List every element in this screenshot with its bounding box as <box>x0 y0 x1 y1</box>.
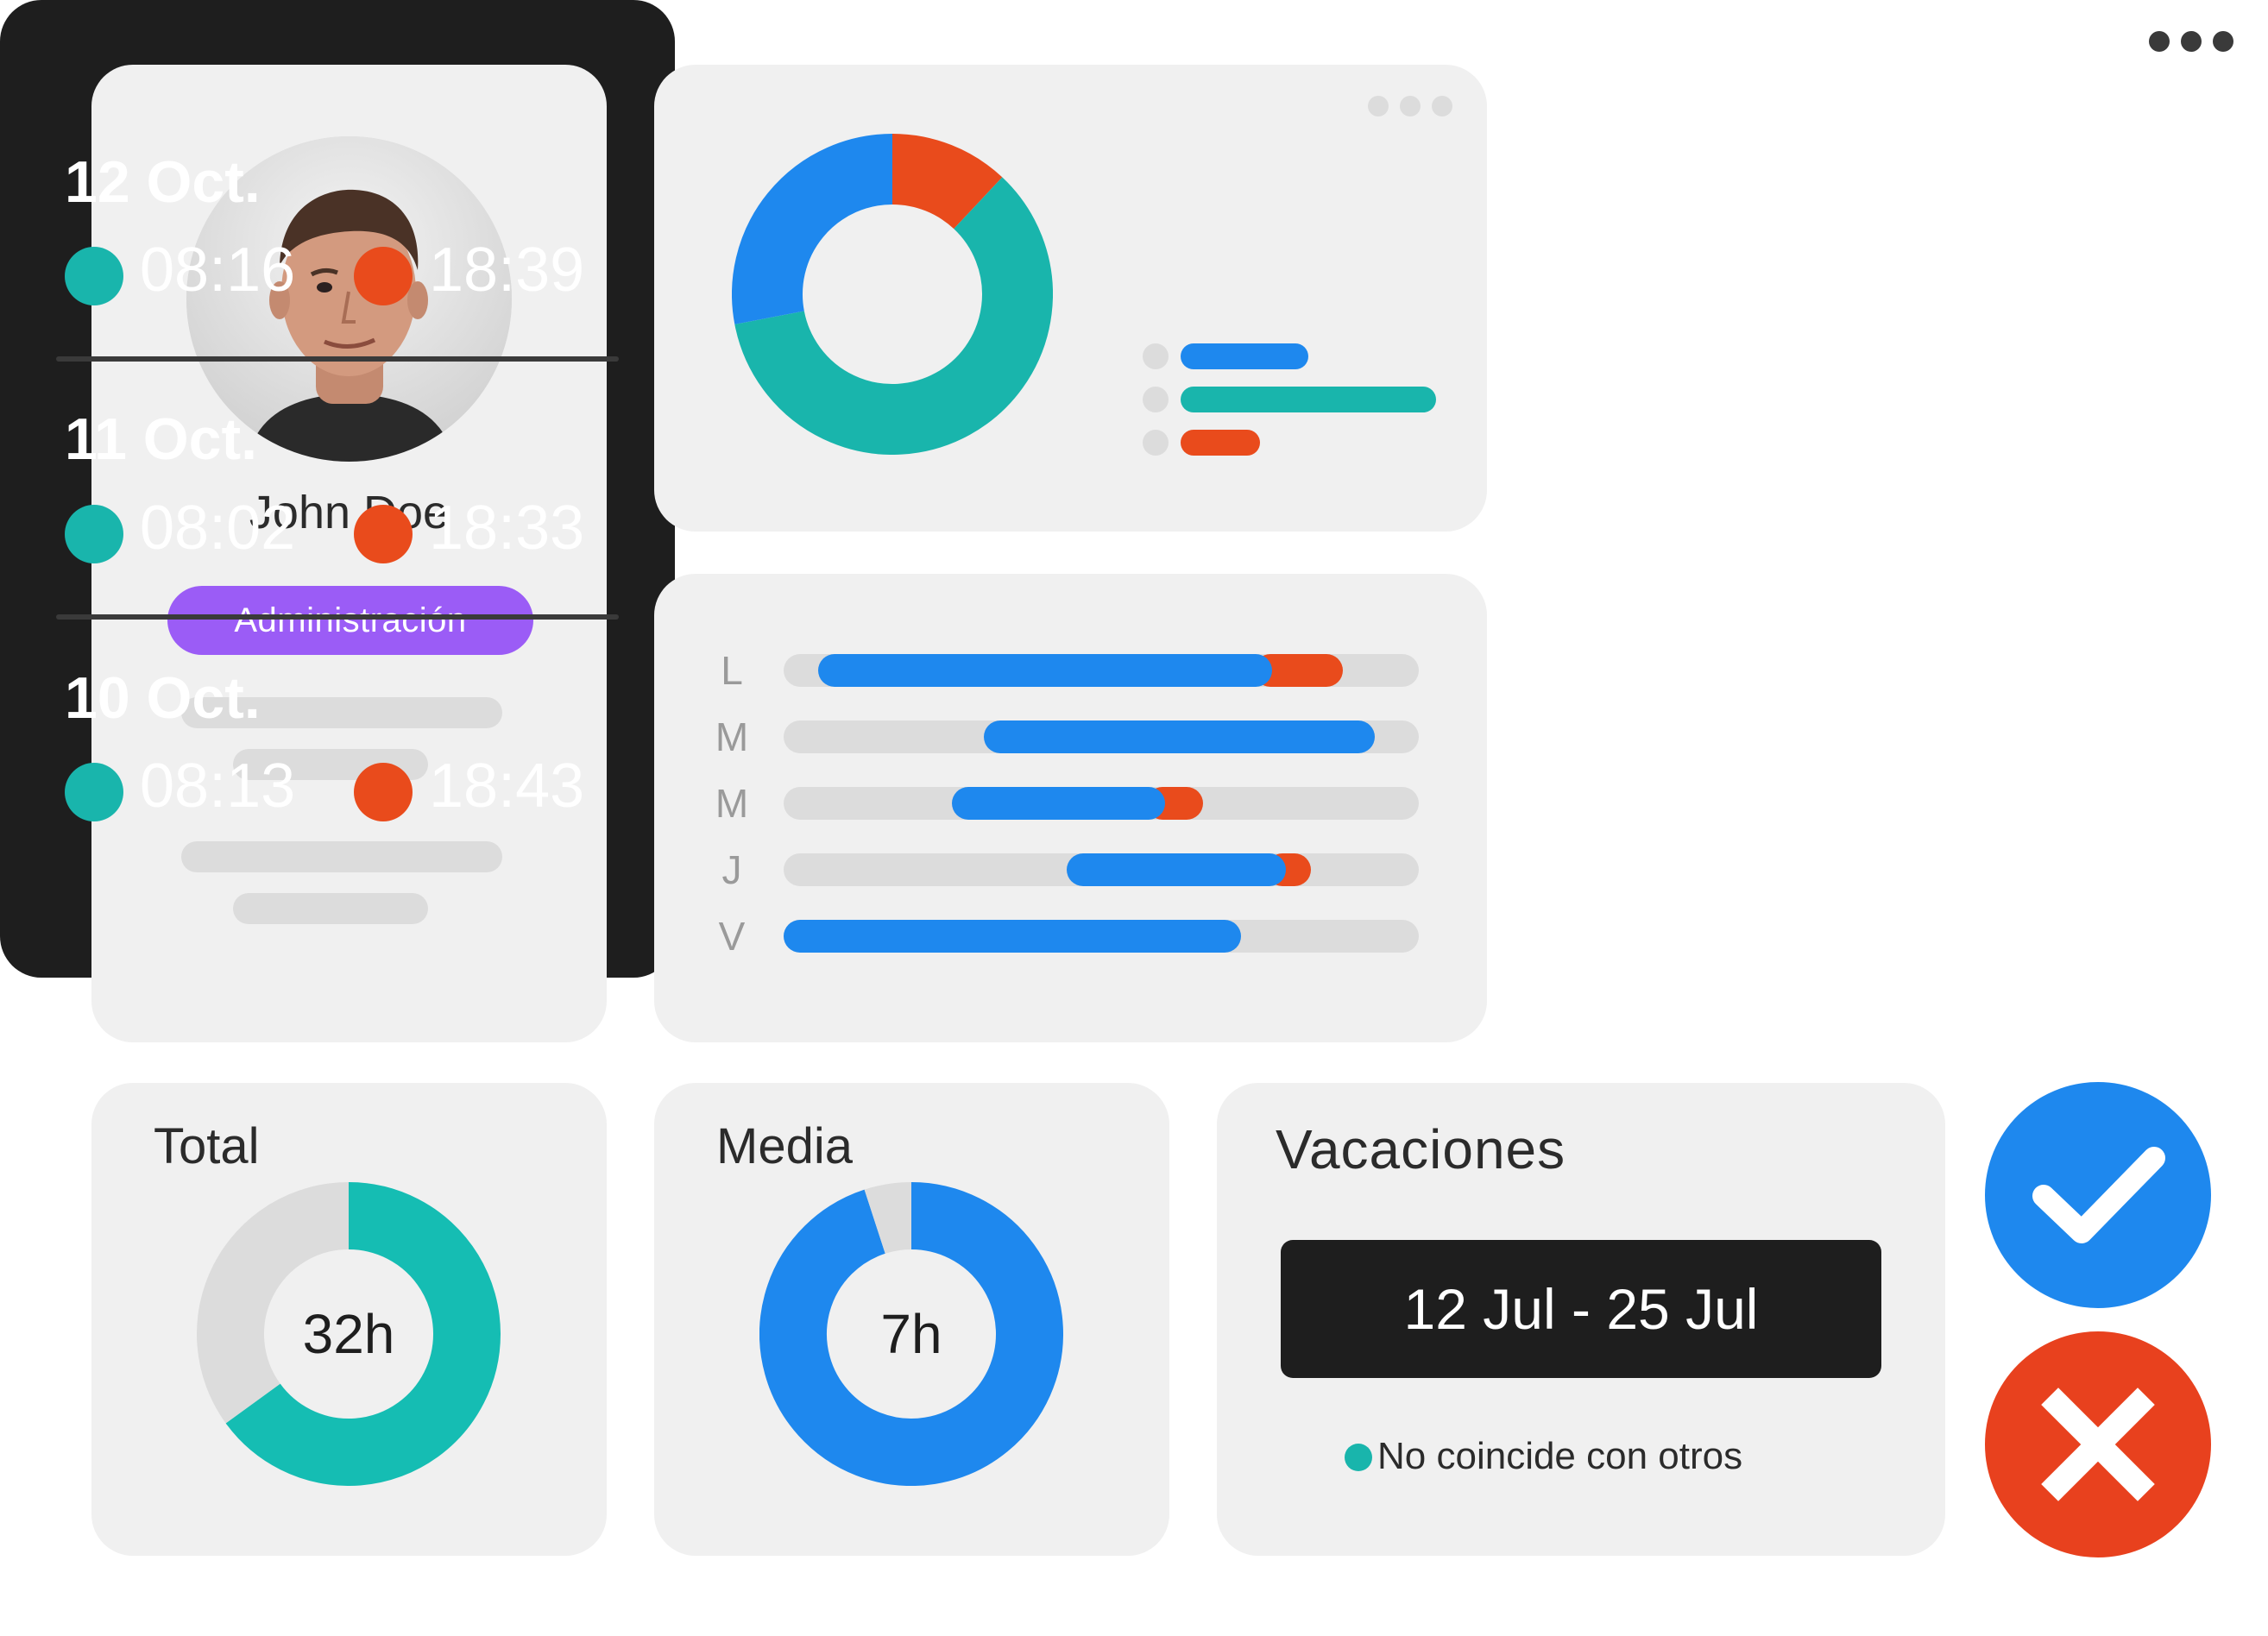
worked-bar <box>984 720 1375 753</box>
total-hours-card: Total 32h <box>91 1083 607 1556</box>
clock-out-time: 18:39 <box>429 236 585 305</box>
day-label: M <box>715 781 749 826</box>
placeholder-line <box>233 893 428 924</box>
check-icon <box>2032 1147 2165 1243</box>
media-title: Media <box>716 1118 853 1174</box>
day-track <box>784 720 1419 753</box>
close-icon <box>2041 1387 2155 1501</box>
vacation-title: Vacaciones <box>1276 1118 1566 1180</box>
legend-bar <box>1181 430 1260 456</box>
legend-dot-icon <box>1143 343 1169 369</box>
legend-bar <box>1181 343 1308 369</box>
day-label: J <box>721 847 742 892</box>
total-value: 32h <box>302 1303 395 1365</box>
approve-button[interactable] <box>1985 1082 2211 1308</box>
log-date: 11 Oct. <box>65 406 258 472</box>
status-dot-icon <box>1345 1444 1372 1471</box>
progress-arc <box>759 1182 1063 1486</box>
total-ring: 32h <box>197 1182 501 1486</box>
summary-card <box>654 65 1487 532</box>
day-track <box>784 920 1419 953</box>
placeholder-line <box>181 841 502 872</box>
vacation-card: Vacaciones 12 Jul - 25 Jul No coincide c… <box>1217 1083 1945 1556</box>
clock-in-time: 08:16 <box>140 236 296 305</box>
day-track <box>784 654 1419 687</box>
log-date: 12 Oct. <box>65 149 261 215</box>
legend-dot-icon <box>1143 387 1169 412</box>
worked-bar <box>1067 853 1286 886</box>
summary-donut-chart <box>732 134 1053 455</box>
clock-in-time: 08:02 <box>140 494 296 563</box>
media-ring: 7h <box>759 1182 1063 1486</box>
legend-dot-icon <box>1143 430 1169 456</box>
donut-slice-2 <box>732 134 894 324</box>
day-track <box>784 853 1419 886</box>
clock-in-icon <box>65 505 123 563</box>
legend-bar <box>1181 387 1436 412</box>
day-track <box>784 787 1419 820</box>
media-value: 7h <box>880 1303 942 1365</box>
worked-bar <box>818 654 1272 687</box>
donut-slice-1 <box>734 177 1053 455</box>
worked-bar <box>952 787 1165 820</box>
more-options-icon[interactable] <box>1368 96 1452 116</box>
placeholder-line <box>181 697 502 728</box>
clock-out-icon <box>354 247 413 305</box>
remaining-arc <box>197 1182 350 1424</box>
log-date: 10 Oct. <box>65 665 261 731</box>
clock-in-icon <box>65 763 123 821</box>
clock-out-time: 18:43 <box>429 752 585 821</box>
progress-arc <box>225 1182 501 1486</box>
total-title: Total <box>154 1118 260 1174</box>
clock-out-icon <box>354 763 413 821</box>
divider <box>56 356 619 362</box>
role-badge: Administración <box>167 586 533 655</box>
worked-bar <box>784 920 1241 953</box>
vacation-status-text: No coincide con otros <box>1377 1435 1743 1477</box>
clock-out-time: 18:33 <box>429 494 585 563</box>
average-hours-card: Media 7h <box>654 1083 1169 1556</box>
vacation-date-range[interactable]: 12 Jul - 25 Jul <box>1281 1240 1881 1378</box>
profile-card: John Doe Administración <box>91 65 607 1042</box>
total-ring-chart <box>197 1182 501 1486</box>
day-label: V <box>718 914 746 959</box>
divider <box>56 614 619 620</box>
reject-button[interactable] <box>1985 1331 2211 1557</box>
more-options-icon[interactable] <box>2149 31 2233 52</box>
remaining-arc <box>864 1182 913 1255</box>
day-label: L <box>721 648 743 693</box>
day-label: M <box>715 714 749 759</box>
user-name: John Doe <box>249 487 450 538</box>
media-ring-chart <box>759 1182 1063 1486</box>
clock-out-icon <box>354 505 413 563</box>
clock-in-icon <box>65 247 123 305</box>
clock-in-time: 08:13 <box>140 752 296 821</box>
donut-slice-0 <box>891 134 1003 230</box>
